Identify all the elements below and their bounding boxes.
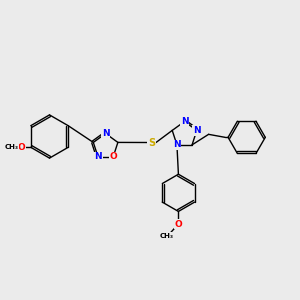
Text: S: S [148,137,155,148]
Text: N: N [173,140,181,149]
Text: O: O [175,220,182,229]
Text: N: N [94,152,102,161]
Text: O: O [109,152,117,161]
Text: N: N [102,129,110,138]
Text: N: N [193,126,201,135]
Text: CH₃: CH₃ [160,233,174,239]
Text: N: N [181,117,188,126]
Text: O: O [18,143,26,152]
Text: CH₃: CH₃ [4,144,18,150]
